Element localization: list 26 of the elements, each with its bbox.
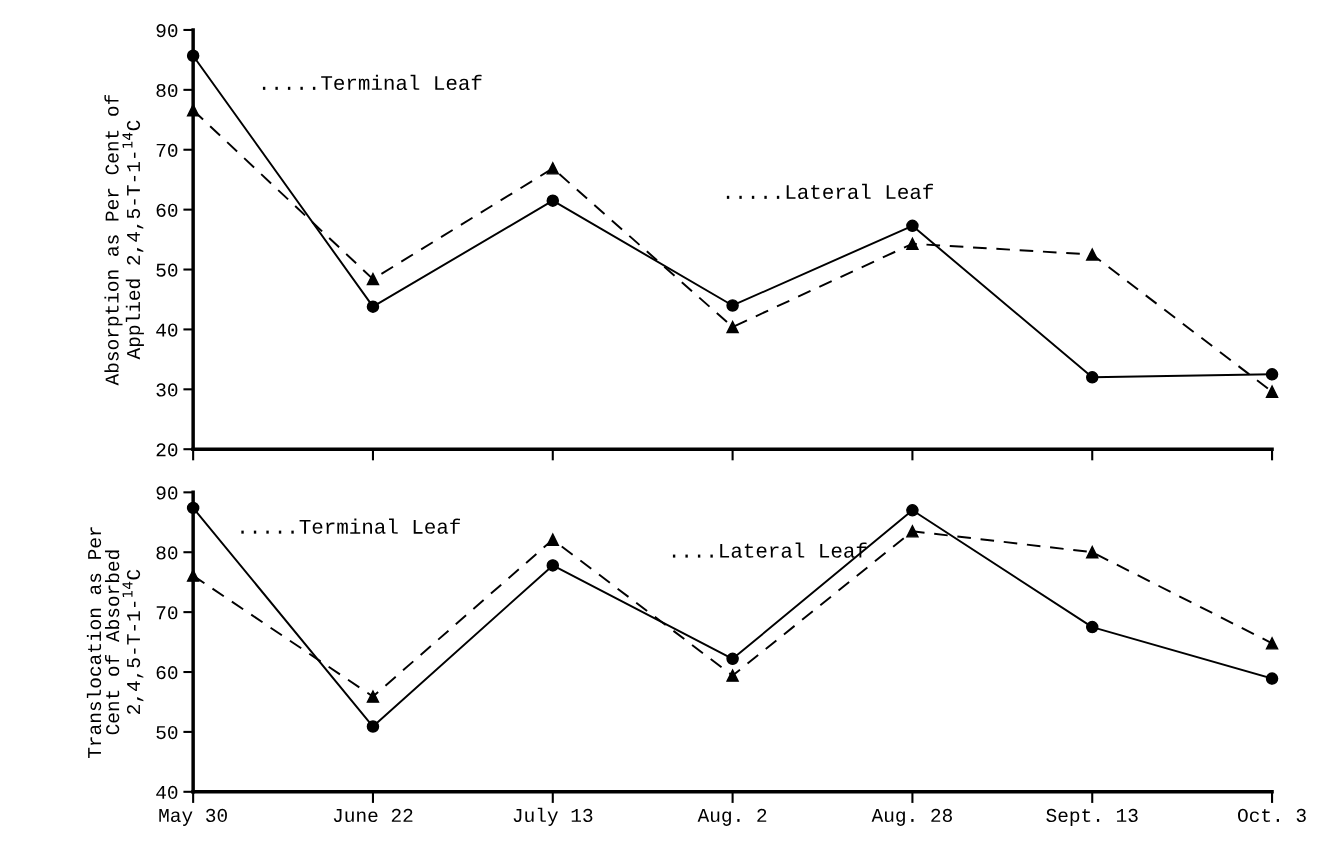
annotation: .....Terminal Leaf: [262, 74, 482, 91]
y-axis-title: Absorption as Per Cent of Applied 2,4,5-T-1-$^{14}$C: [104, 94, 144, 386]
y-tick-label: 90: [156, 24, 178, 38]
y-tick-label: 30: [156, 383, 178, 397]
x-tick-label: Sept. 13: [1046, 808, 1138, 826]
annotation: .....Terminal Leaf: [241, 518, 461, 534]
y-tick-label: 40: [156, 323, 178, 337]
y-tick-label: 70: [156, 143, 178, 157]
x-tick-label: Aug. 2: [697, 808, 767, 826]
y-axis-title: Translocation as Per Cent of Absorbed 2,4,5-T-1-$^{14}$C: [86, 527, 144, 759]
y-tick-label: 20: [156, 443, 178, 457]
y-tick-label: 60: [156, 203, 178, 217]
annotation: .....Lateral Leaf: [726, 183, 934, 200]
x-tick-label: July 13: [513, 807, 593, 826]
x-tick-label: May 30: [159, 808, 227, 826]
y-tick-label: 50: [156, 725, 178, 740]
y-tick-label: 70: [156, 606, 178, 620]
y-tick-label: 90: [156, 486, 178, 500]
y-tick-label: 80: [156, 546, 178, 560]
x-tick-label: Aug. 28: [871, 808, 952, 826]
y-tick-label: 50: [156, 263, 178, 277]
y-tick-label: 80: [156, 83, 178, 98]
x-tick-label: Oct. 3: [1238, 808, 1306, 823]
y-tick-label: 40: [156, 785, 178, 800]
y-tick-label: 60: [156, 666, 178, 680]
x-tick-label: June 22: [333, 808, 413, 823]
